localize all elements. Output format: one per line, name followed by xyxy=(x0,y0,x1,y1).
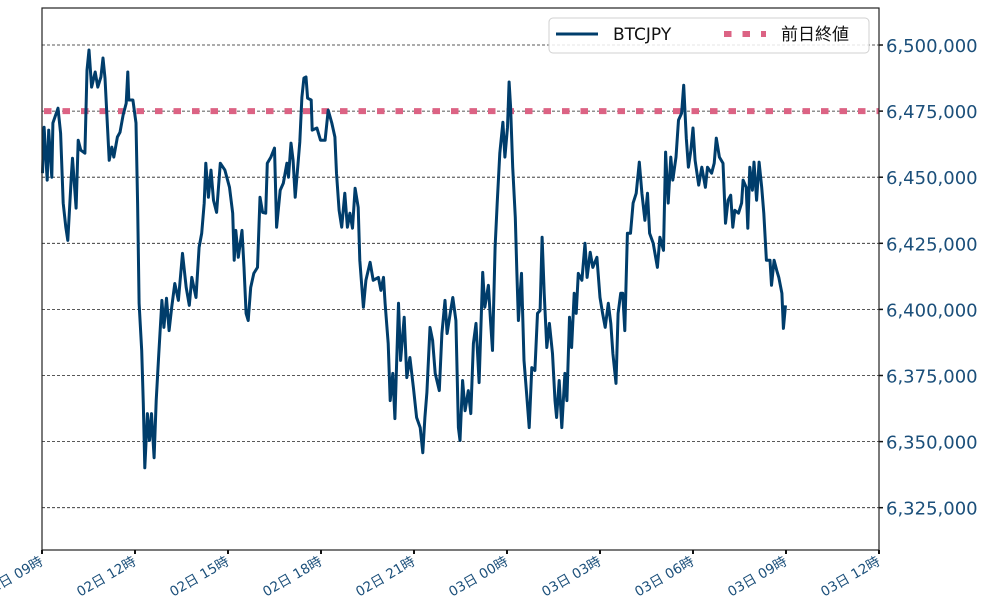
series-group xyxy=(41,48,787,470)
y-axis: 6,325,000 6,350,000 6,375,000 6,400,000 6,42… xyxy=(879,36,978,520)
y-tick-label: 6,400,000 xyxy=(886,300,978,321)
series-line-btcjpy xyxy=(41,48,787,470)
x-tick-label: 02日 18時 xyxy=(260,553,325,600)
x-tick-label: 02日 09時 xyxy=(0,553,46,600)
y-tick-label: 6,325,000 xyxy=(886,499,978,520)
x-axis: 02日 09時 02日 12時 02日 15時 02日 18時 02日 21時 03日 0… xyxy=(0,550,883,600)
y-tick-label: 6,475,000 xyxy=(886,102,978,123)
y-tick-label: 6,500,000 xyxy=(886,36,978,57)
plot-frame xyxy=(41,7,880,551)
legend: BTCJPY 前日終値 xyxy=(548,17,870,54)
y-tick-label: 6,375,000 xyxy=(886,367,978,388)
legend-label-btcjpy: BTCJPY xyxy=(613,25,672,45)
y-tick-label: 6,425,000 xyxy=(886,234,978,255)
legend-box xyxy=(548,17,870,54)
legend-label-previous-close: 前日終値 xyxy=(781,25,849,45)
x-tick-label: 03日 00時 xyxy=(446,553,511,600)
x-tick-label: 03日 06時 xyxy=(632,553,697,600)
plot-border xyxy=(41,7,880,551)
y-tick-label: 6,350,000 xyxy=(886,433,978,454)
x-tick-label: 03日 12時 xyxy=(818,553,883,600)
x-tick-label: 02日 12時 xyxy=(74,553,139,600)
x-tick-label: 03日 03時 xyxy=(539,553,604,600)
y-tick-label: 6,450,000 xyxy=(886,168,978,189)
x-tick-label: 02日 15時 xyxy=(167,553,232,600)
x-tick-label: 02日 21時 xyxy=(353,553,418,600)
x-tick-label: 03日 09時 xyxy=(725,553,790,600)
